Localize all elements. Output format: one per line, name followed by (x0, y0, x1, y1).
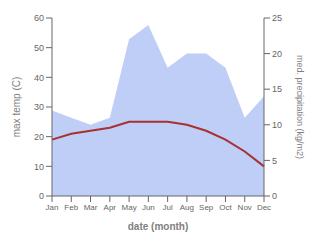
svg-text:20: 20 (272, 49, 282, 59)
svg-text:Dec: Dec (257, 203, 271, 212)
svg-text:40: 40 (34, 73, 44, 83)
svg-text:Mar: Mar (84, 203, 98, 212)
svg-text:May: May (122, 203, 137, 212)
svg-text:Apr: Apr (104, 203, 117, 212)
svg-text:med. precipitation (kg/m2): med. precipitation (kg/m2) (295, 55, 305, 159)
svg-text:Sep: Sep (199, 203, 214, 212)
svg-text:5: 5 (272, 156, 277, 166)
svg-text:50: 50 (34, 43, 44, 53)
svg-text:15: 15 (272, 84, 282, 94)
svg-text:Jun: Jun (142, 203, 155, 212)
svg-text:Feb: Feb (64, 203, 78, 212)
svg-text:Oct: Oct (219, 203, 232, 212)
svg-text:10: 10 (272, 120, 282, 130)
svg-text:0: 0 (39, 191, 44, 201)
svg-text:10: 10 (34, 162, 44, 172)
svg-text:date (month): date (month) (128, 221, 189, 232)
svg-text:Jul: Jul (163, 203, 173, 212)
svg-text:20: 20 (34, 132, 44, 142)
svg-text:max temp (C): max temp (C) (11, 77, 22, 138)
svg-text:25: 25 (272, 13, 282, 23)
svg-text:Jan: Jan (46, 203, 59, 212)
svg-text:Aug: Aug (180, 203, 194, 212)
svg-text:0: 0 (272, 191, 277, 201)
svg-text:30: 30 (34, 102, 44, 112)
svg-text:Nov: Nov (238, 203, 252, 212)
svg-text:60: 60 (34, 13, 44, 23)
